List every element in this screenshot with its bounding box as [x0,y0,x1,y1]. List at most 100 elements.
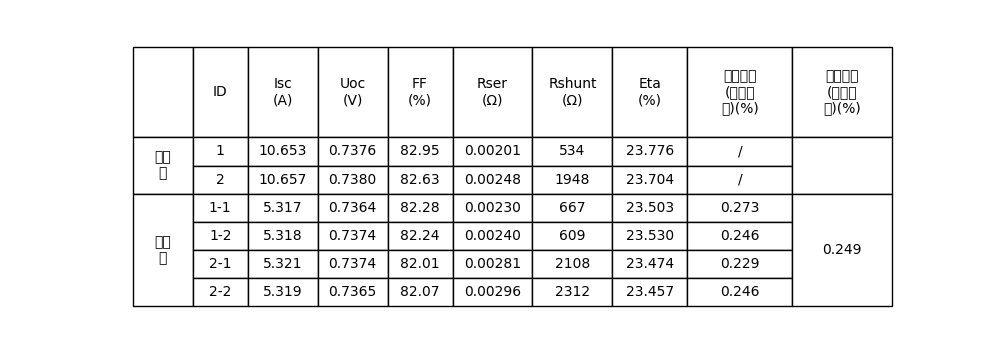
Bar [193,166,248,194]
Bar [687,278,792,306]
Text: 0.7365: 0.7365 [328,285,377,299]
Text: 82.24: 82.24 [400,229,440,243]
Text: 5.319: 5.319 [263,285,302,299]
Text: Rser
(Ω): Rser (Ω) [477,77,508,107]
Text: /: / [738,173,742,187]
Text: 2: 2 [216,173,225,187]
Text: 0.00281: 0.00281 [464,257,521,271]
Text: 2-2: 2-2 [209,285,231,299]
Text: 0.00248: 0.00248 [464,173,521,187]
Bar [248,138,318,166]
Bar [318,166,388,194]
Text: 534: 534 [559,145,586,159]
Bar [453,250,532,278]
Bar [388,278,453,306]
Text: 0.00240: 0.00240 [464,229,521,243]
Bar [453,194,532,222]
Bar [687,222,792,250]
Text: 0.7374: 0.7374 [329,257,377,271]
Text: 5.321: 5.321 [263,257,302,271]
Bar [532,47,612,138]
Bar [792,47,892,138]
Bar [532,166,612,194]
Text: 0.7376: 0.7376 [328,145,377,159]
Bar [248,47,318,138]
Text: 2312: 2312 [555,285,590,299]
Text: 2-1: 2-1 [209,257,231,271]
Text: 82.01: 82.01 [400,257,440,271]
Bar [612,222,687,250]
Text: 609: 609 [559,229,586,243]
Bar [532,278,612,306]
Text: 0.00201: 0.00201 [464,145,521,159]
Text: 0.273: 0.273 [720,201,760,215]
Text: /: / [738,145,742,159]
Bar [687,47,792,138]
Bar [453,222,532,250]
Text: 23.474: 23.474 [626,257,674,271]
Bar [612,47,687,138]
Text: 1-2: 1-2 [209,229,231,243]
Bar [248,222,318,250]
Bar [388,47,453,138]
Text: 0.246: 0.246 [720,229,760,243]
Bar [388,222,453,250]
Text: Rshunt
(Ω): Rshunt (Ω) [548,77,597,107]
Bar [453,278,532,306]
Text: 0.00230: 0.00230 [464,201,521,215]
Bar [388,166,453,194]
Bar [532,194,612,222]
Bar [318,194,388,222]
Bar [193,194,248,222]
Text: 0.7364: 0.7364 [328,201,377,215]
Text: Isc
(A): Isc (A) [272,77,293,107]
Text: Uoc
(V): Uoc (V) [339,77,366,107]
Text: 23.530: 23.530 [626,229,674,243]
Bar [318,250,388,278]
Bar [792,194,892,306]
Text: 2108: 2108 [555,257,590,271]
Bar [318,47,388,138]
Bar [193,47,248,138]
Bar [318,138,388,166]
Text: 0.7380: 0.7380 [328,173,377,187]
Text: 单片切损
(效率损
失)(%): 单片切损 (效率损 失)(%) [721,69,759,116]
Text: Eta
(%): Eta (%) [638,77,662,107]
Bar [687,194,792,222]
Bar [193,222,248,250]
Bar [133,138,193,194]
Bar [792,138,892,194]
Text: 667: 667 [559,201,586,215]
Bar [687,250,792,278]
Text: 5.317: 5.317 [263,201,302,215]
Bar [388,138,453,166]
Text: 0.246: 0.246 [720,285,760,299]
Text: FF
(%): FF (%) [408,77,432,107]
Bar [248,250,318,278]
Bar [453,47,532,138]
Bar [532,222,612,250]
Bar [612,194,687,222]
Text: 23.503: 23.503 [626,201,674,215]
Text: 0.7374: 0.7374 [329,229,377,243]
Text: 1-1: 1-1 [209,201,232,215]
Text: 82.63: 82.63 [400,173,440,187]
Bar [612,166,687,194]
Text: 0.00296: 0.00296 [464,285,521,299]
Bar [453,166,532,194]
Bar [687,166,792,194]
Text: 0.229: 0.229 [720,257,760,271]
Text: 82.28: 82.28 [400,201,440,215]
Text: 23.776: 23.776 [626,145,674,159]
Bar [193,250,248,278]
Bar [248,278,318,306]
Text: 23.704: 23.704 [626,173,674,187]
Bar [133,47,193,138]
Bar [248,166,318,194]
Bar [388,250,453,278]
Bar [248,194,318,222]
Text: 切割
后: 切割 后 [154,235,171,265]
Text: 1948: 1948 [555,173,590,187]
Bar [612,278,687,306]
Bar [532,250,612,278]
